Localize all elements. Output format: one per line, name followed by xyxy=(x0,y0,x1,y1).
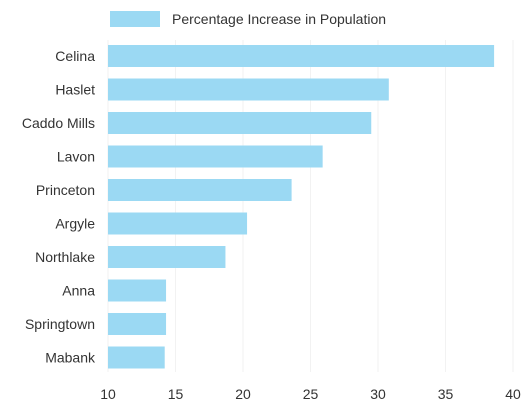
category-label-northlake: Northlake xyxy=(35,249,95,265)
legend: Percentage Increase in Population xyxy=(110,11,386,27)
x-tick-label-10: 10 xyxy=(100,386,116,402)
category-label-lavon: Lavon xyxy=(57,149,95,165)
category-label-princeton: Princeton xyxy=(36,182,95,198)
bar-anna xyxy=(108,279,167,302)
x-tick-label-15: 15 xyxy=(168,386,184,402)
x-tick-label-30: 30 xyxy=(370,386,386,402)
category-labels: Celina Haslet Caddo Mills Lavon Princeton Arg… xyxy=(22,48,96,366)
legend-swatch xyxy=(110,11,160,27)
bar-princeton xyxy=(108,179,292,201)
legend-label: Percentage Increase in Population xyxy=(172,11,386,27)
x-tick-label-40: 40 xyxy=(505,386,521,402)
x-axis-tick-labels: 10 15 20 25 30 35 40 xyxy=(100,386,521,402)
x-tick-label-25: 25 xyxy=(303,386,319,402)
category-label-springtown: Springtown xyxy=(25,316,95,332)
x-tick-label-20: 20 xyxy=(235,386,251,402)
category-label-anna: Anna xyxy=(62,283,95,299)
category-label-caddo-mills: Caddo Mills xyxy=(22,115,95,131)
category-label-mabank: Mabank xyxy=(45,350,96,366)
category-label-celina: Celina xyxy=(55,48,95,64)
bar-lavon xyxy=(108,145,323,168)
bars xyxy=(108,45,495,369)
bar-northlake xyxy=(108,246,226,268)
bar-argyle xyxy=(108,212,248,235)
bar-caddo-mills xyxy=(108,112,372,134)
category-label-argyle: Argyle xyxy=(55,216,95,232)
bar-mabank xyxy=(108,346,165,369)
x-tick-label-35: 35 xyxy=(438,386,454,402)
category-label-haslet: Haslet xyxy=(55,82,95,98)
bar-haslet xyxy=(108,78,389,101)
bar-celina xyxy=(108,45,495,67)
bar-springtown xyxy=(108,313,167,335)
